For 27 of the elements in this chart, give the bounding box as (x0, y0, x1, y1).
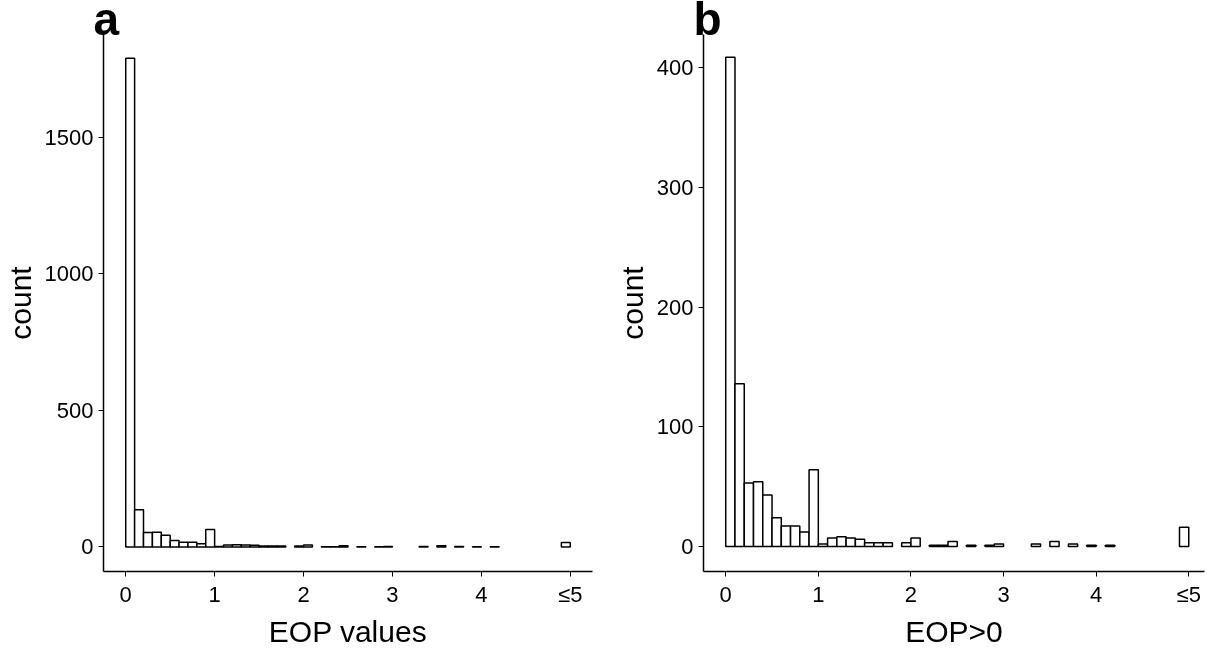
y-tick-label: 200 (656, 294, 694, 320)
x-tick-label: 1 (208, 581, 221, 607)
x-axis-title: EOP>0 (905, 614, 1003, 648)
x-tick-label: 0 (719, 581, 732, 607)
y-tick-label: 1000 (44, 261, 94, 287)
x-tick-label: 4 (1090, 581, 1103, 607)
x-tick-label: 0 (119, 581, 132, 607)
y-tick-label: 500 (56, 397, 94, 423)
y-axis-title: count (3, 265, 37, 340)
y-tick-label: 400 (656, 55, 694, 81)
x-tick-label: ≤5 (558, 581, 583, 607)
x-tick-label: 2 (904, 581, 918, 607)
x-tick-label: ≤5 (1176, 581, 1201, 607)
x-tick-label: 2 (297, 581, 310, 607)
y-axis-title: count (615, 265, 649, 340)
chart-title: a (93, 0, 120, 45)
y-tick-label: 0 (81, 534, 94, 560)
y-tick-label: 100 (656, 414, 694, 440)
x-tick-label: 1 (812, 581, 825, 607)
y-tick-label: 300 (656, 175, 694, 201)
x-tick-label: 3 (997, 581, 1010, 607)
x-tick-label: 3 (386, 581, 399, 607)
chart-title: b (693, 0, 722, 45)
y-tick-label: 0 (681, 533, 694, 559)
x-tick-label: 4 (475, 581, 488, 607)
y-tick-label: 1500 (44, 124, 94, 150)
x-axis-title: EOP values (268, 614, 427, 648)
